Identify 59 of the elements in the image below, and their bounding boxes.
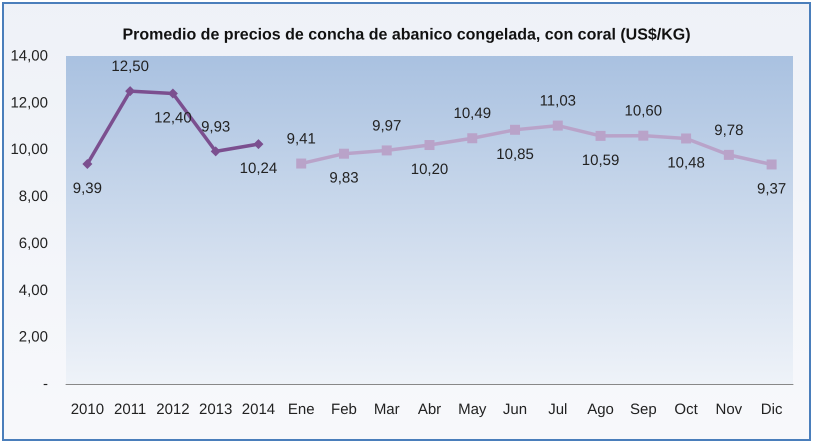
- data-label: 10,60: [624, 102, 662, 120]
- data-label: 9,37: [757, 180, 786, 198]
- data-label: 10,49: [453, 105, 492, 122]
- data-label: 12,50: [111, 58, 149, 76]
- point: [766, 159, 777, 170]
- y-tick-label: 2,00: [18, 328, 48, 346]
- point: [125, 86, 136, 96]
- x-tick-label: 2011: [114, 401, 146, 418]
- data-label: 9,41: [286, 130, 316, 148]
- data-label: 10,20: [410, 161, 448, 178]
- data-label: 9,93: [201, 118, 230, 136]
- point: [467, 133, 478, 144]
- x-tick-label: 2013: [198, 401, 232, 418]
- y-tick-label: 14,00: [10, 48, 48, 64]
- data-label: 9,78: [714, 122, 744, 139]
- x-tick-label: May: [458, 401, 487, 418]
- x-tick-label: 2010: [70, 401, 104, 418]
- data-label: 10,85: [496, 146, 534, 163]
- x-tick-label: Dic: [760, 401, 783, 418]
- point: [596, 130, 606, 141]
- point: [82, 159, 92, 170]
- y-tick-label: 12,00: [10, 94, 48, 112]
- data-label: 9,97: [372, 117, 402, 134]
- point: [510, 124, 520, 135]
- point: [253, 139, 264, 150]
- x-tick-label: Oct: [674, 401, 699, 418]
- data-label: 10,48: [667, 154, 705, 172]
- point: [296, 158, 306, 169]
- y-tick-label: 8,00: [18, 188, 48, 206]
- x-tick-label: Ene: [288, 401, 315, 418]
- point: [424, 140, 434, 150]
- point: [724, 150, 734, 160]
- x-tick-label: Mar: [374, 401, 400, 418]
- point: [382, 145, 392, 156]
- point: [681, 133, 692, 144]
- data-label: 10,24: [240, 160, 278, 178]
- x-tick-label: Feb: [331, 401, 357, 418]
- x-tick-label: Ago: [587, 401, 614, 418]
- data-label: 9,39: [72, 180, 102, 198]
- point: [210, 146, 221, 156]
- x-tick-label: Sep: [630, 401, 657, 418]
- data-label: 10,59: [582, 152, 620, 169]
- y-tick-label: 6,00: [18, 234, 48, 252]
- x-tick-label: Nov: [716, 401, 743, 418]
- x-tick-label: Jul: [548, 401, 568, 418]
- x-tick-label: 2014: [242, 401, 276, 418]
- point: [338, 148, 349, 159]
- point: [638, 130, 648, 141]
- y-tick-label: 4,00: [18, 282, 48, 299]
- y-tick-label: 10,00: [10, 141, 48, 158]
- data-label: 12,40: [154, 109, 192, 126]
- x-tick-label: Abr: [418, 401, 442, 418]
- data-label: 11,03: [540, 92, 576, 110]
- point: [552, 120, 563, 131]
- data-label: 9,83: [329, 170, 359, 187]
- x-tick-label: 2012: [156, 401, 190, 418]
- chart-title: Promedio de precios de concha de abanico congelada, con coral (US$/KG): [122, 26, 691, 44]
- x-tick-label: Jun: [502, 401, 528, 418]
- y-tick-label: -: [43, 376, 48, 392]
